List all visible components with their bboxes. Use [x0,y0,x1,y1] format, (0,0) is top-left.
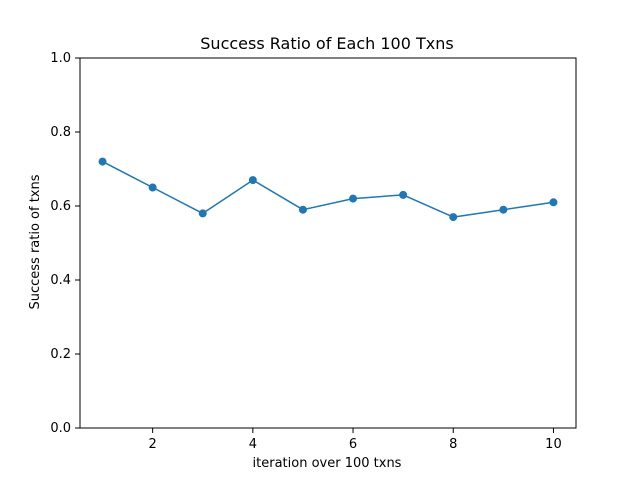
chart-title: Success Ratio of Each 100 Txns [200,34,453,53]
data-point [549,198,558,207]
x-tick-label: 8 [449,437,457,452]
data-point [198,209,207,218]
data-point [298,205,307,214]
data-point [148,183,157,192]
x-tick-label: 2 [149,437,157,452]
y-axis-label: Success ratio of txns [28,174,43,309]
y-tick-label: 0.8 [50,125,71,140]
data-point [349,194,358,203]
y-tick-label: 0.6 [50,199,71,214]
x-tick-label: 6 [349,437,357,452]
series-line [101,160,555,218]
y-tick-label: 1.0 [50,51,71,66]
data-point [499,205,508,214]
x-tick-label: 10 [545,437,562,452]
x-axis-label: iteration over 100 txns [253,456,402,471]
x-tick-label: 4 [249,437,257,452]
data-point [248,176,257,185]
data-point [399,190,408,199]
data-point [449,213,458,222]
data-point [98,157,107,166]
plot-area: 2 4 6 8 10 0.0 0.2 0.4 0.6 0.8 1.0 [50,51,577,452]
y-tick-label: 0.4 [50,273,71,288]
plot-frame [79,57,577,429]
y-tick-label: 0.0 [50,421,71,436]
y-tick-label: 0.2 [50,347,71,362]
